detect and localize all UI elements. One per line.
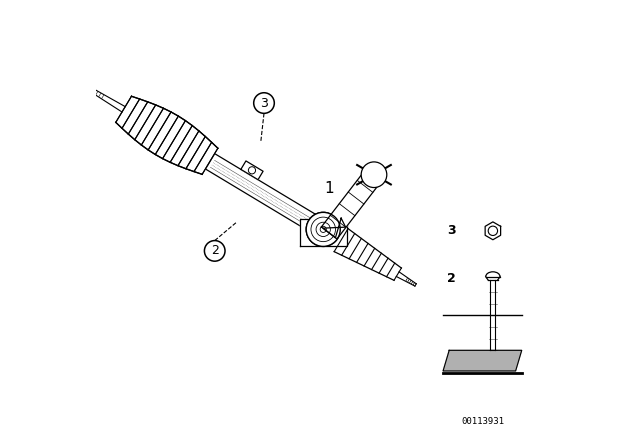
Polygon shape [241,161,263,180]
Circle shape [488,226,497,236]
Circle shape [361,162,387,188]
Text: 2: 2 [211,244,219,258]
Text: 1: 1 [324,181,334,196]
Polygon shape [485,222,500,240]
Circle shape [204,241,225,261]
Polygon shape [205,154,322,233]
Polygon shape [490,280,495,350]
Polygon shape [443,350,522,371]
Polygon shape [323,218,346,238]
Polygon shape [300,219,346,246]
Text: 3: 3 [260,96,268,110]
Text: 00113931: 00113931 [461,417,504,426]
Polygon shape [321,169,382,239]
Circle shape [306,212,340,246]
Circle shape [248,167,255,174]
Circle shape [306,212,340,246]
Circle shape [253,93,275,113]
Text: 3: 3 [447,224,456,237]
Text: 2: 2 [447,271,456,285]
Polygon shape [116,96,218,174]
Polygon shape [334,228,401,280]
